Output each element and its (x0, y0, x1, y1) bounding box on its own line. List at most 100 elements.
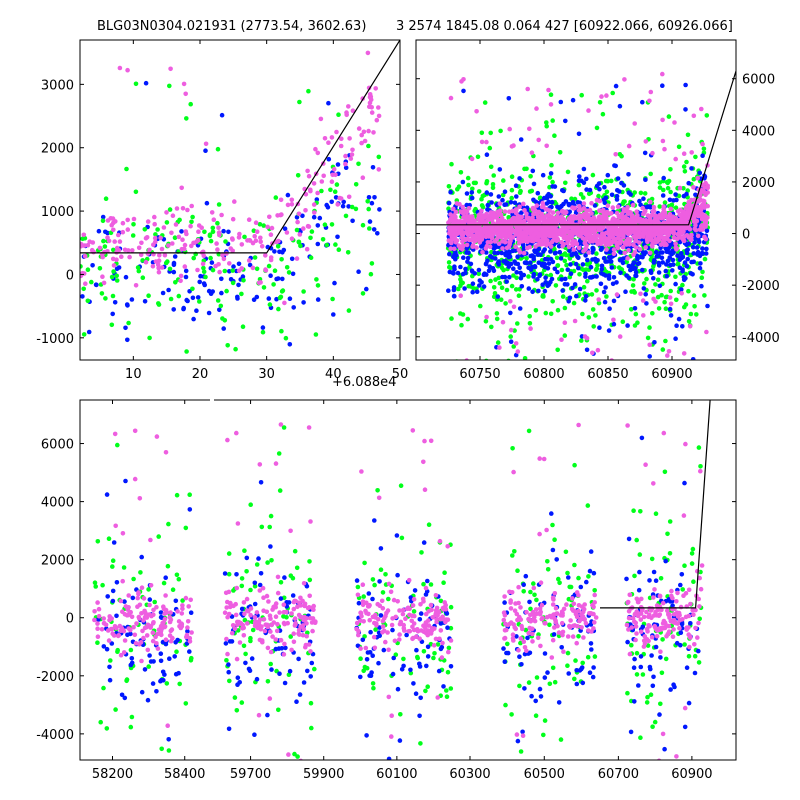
data-point (637, 247, 643, 252)
data-point (282, 226, 288, 231)
data-point (365, 199, 371, 204)
data-point (563, 549, 569, 555)
data-point (548, 92, 554, 97)
data-point (128, 662, 134, 668)
data-point (618, 270, 623, 276)
data-point (317, 215, 323, 221)
data-point (678, 212, 683, 217)
data-point (543, 206, 548, 212)
data-point (594, 288, 599, 293)
data-point (664, 262, 669, 267)
y-tick-label: -4000 (742, 331, 780, 346)
data-point (651, 260, 657, 265)
data-point (548, 102, 554, 107)
data-point (619, 257, 624, 262)
data-point (484, 190, 490, 195)
data-point (174, 492, 180, 498)
data-point (610, 205, 616, 210)
data-point (361, 594, 367, 599)
data-point (470, 281, 476, 287)
data-point (492, 250, 497, 256)
data-point (101, 685, 106, 691)
data-point (130, 595, 136, 601)
data-point (452, 264, 457, 270)
data-point (662, 242, 667, 248)
data-point (329, 135, 335, 140)
data-point (518, 188, 523, 194)
data-point (361, 668, 367, 674)
data-point (545, 559, 550, 564)
data-point (526, 428, 532, 434)
data-point (459, 244, 465, 249)
data-point (189, 655, 194, 661)
data-point (444, 694, 450, 699)
data-point (611, 239, 617, 244)
data-point (534, 203, 540, 208)
data-point (644, 700, 650, 705)
data-point (512, 200, 518, 206)
data-point (572, 282, 578, 287)
data-point (583, 253, 588, 258)
data-point (686, 225, 691, 230)
data-point (202, 229, 207, 235)
data-point (314, 277, 319, 282)
data-point (295, 219, 300, 225)
model-line (416, 70, 736, 226)
data-point (244, 569, 249, 574)
data-point (540, 172, 546, 178)
data-point (533, 308, 539, 313)
data-point (156, 301, 161, 306)
data-point (142, 227, 148, 232)
data-point (312, 210, 317, 215)
data-point (566, 299, 571, 304)
data-point (95, 539, 101, 544)
data-point (584, 176, 589, 182)
data-point (667, 197, 673, 203)
data-point (110, 598, 116, 604)
data-point (634, 672, 640, 677)
data-point (142, 299, 148, 304)
data-point (555, 210, 561, 216)
data-point (702, 256, 708, 262)
data-point (528, 174, 533, 179)
data-point (689, 259, 694, 265)
data-point (308, 188, 313, 194)
data-point (629, 289, 634, 294)
y-tick-label: 0 (742, 228, 750, 243)
data-point (487, 244, 493, 250)
data-point (593, 313, 598, 318)
data-point (533, 199, 539, 205)
data-point (670, 268, 675, 273)
data-point (704, 113, 710, 118)
data-point (584, 335, 590, 341)
data-point (602, 184, 607, 190)
data-point (643, 250, 648, 255)
data-point (601, 255, 607, 261)
data-point (243, 660, 248, 666)
data-point (461, 221, 467, 227)
data-point (230, 248, 235, 254)
data-point (109, 274, 115, 280)
left-panel-title: BLG03N0304.021931 (2773.54, 3602.63) (97, 19, 366, 34)
data-point (480, 205, 486, 210)
data-point (615, 245, 621, 251)
data-point (695, 175, 700, 181)
data-point (504, 279, 510, 284)
data-point (145, 219, 151, 224)
data-point (479, 196, 484, 202)
data-point (641, 286, 647, 291)
data-point (703, 251, 709, 256)
data-point (251, 297, 257, 303)
data-point (683, 107, 688, 112)
data-point (610, 281, 616, 287)
data-point (477, 217, 482, 223)
data-point (375, 488, 380, 493)
data-point (605, 172, 611, 178)
data-point (476, 189, 482, 194)
data-point (356, 269, 361, 275)
data-point (167, 83, 172, 89)
data-point (584, 262, 590, 267)
data-point (444, 688, 449, 693)
data-point (314, 197, 320, 202)
data-point (187, 507, 193, 512)
